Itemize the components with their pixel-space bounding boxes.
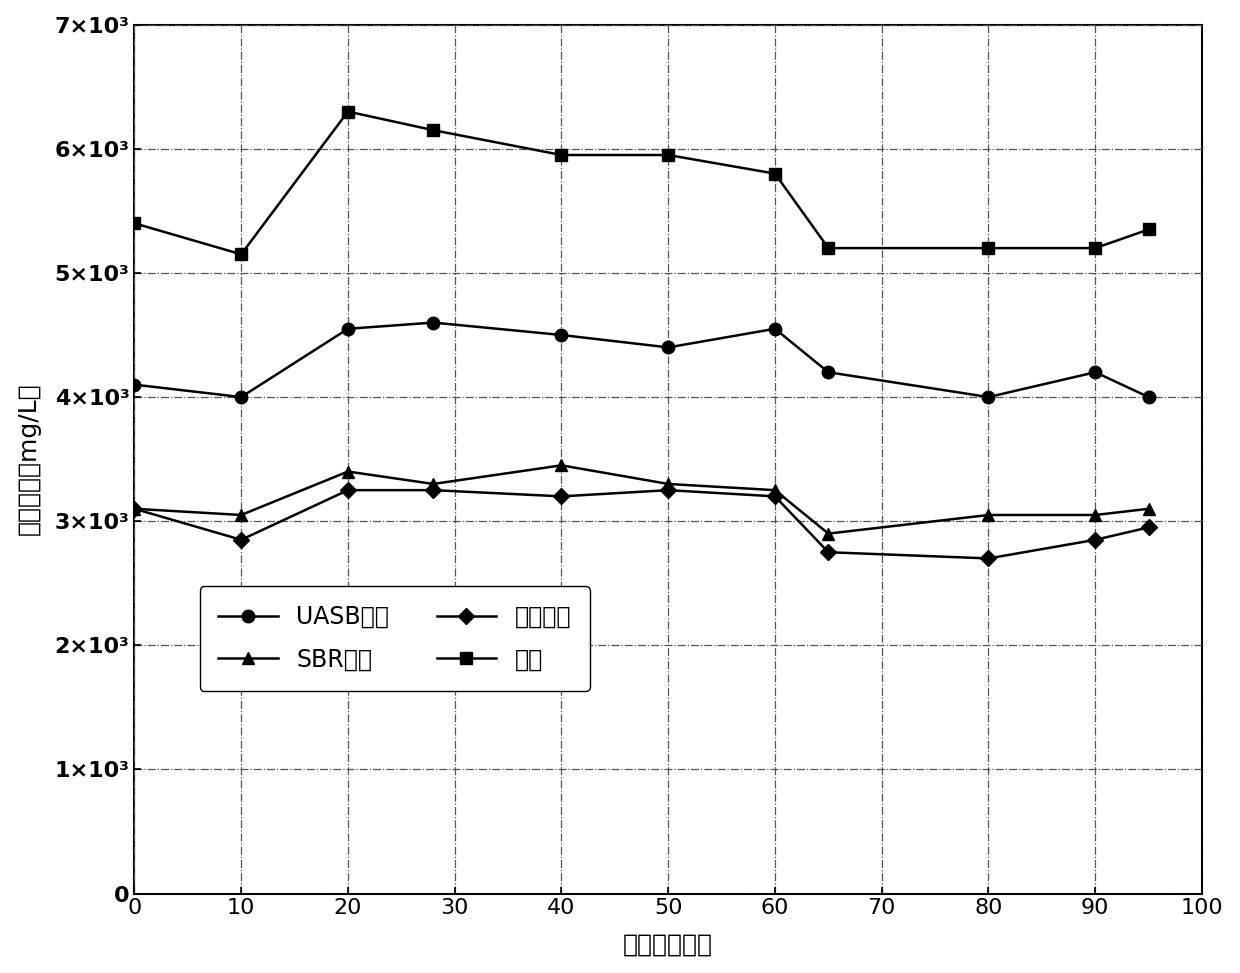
原液 <box>661 149 676 161</box>
系统出水 <box>1141 522 1156 533</box>
UASB出水 <box>554 329 569 341</box>
Line: UASB出水: UASB出水 <box>128 316 1154 404</box>
UASB出水 <box>1141 391 1156 403</box>
UASB出水 <box>1087 367 1102 378</box>
原液 <box>981 242 996 254</box>
SBR出水 <box>821 527 836 539</box>
系统出水 <box>661 485 676 496</box>
Legend: UASB出水, SBR出水, 系统出水, 原液: UASB出水, SBR出水, 系统出水, 原液 <box>200 586 590 691</box>
系统出水 <box>126 503 141 515</box>
原液 <box>126 217 141 229</box>
Y-axis label: 硫酸盐／（mg/L）: 硫酸盐／（mg/L） <box>16 382 41 535</box>
SBR出水 <box>126 503 141 515</box>
SBR出水 <box>233 509 248 521</box>
原液 <box>768 167 782 179</box>
系统出水 <box>821 547 836 559</box>
系统出水 <box>981 553 996 564</box>
UASB出水 <box>126 378 141 390</box>
SBR出水 <box>1141 503 1156 515</box>
Line: 系统出水: 系统出水 <box>129 485 1154 564</box>
系统出水 <box>233 534 248 546</box>
原液 <box>821 242 836 254</box>
UASB出水 <box>233 391 248 403</box>
UASB出水 <box>768 323 782 335</box>
系统出水 <box>554 490 569 502</box>
原液 <box>1141 224 1156 235</box>
系统出水 <box>425 485 440 496</box>
SBR出水 <box>425 478 440 489</box>
UASB出水 <box>661 342 676 353</box>
系统出水 <box>768 490 782 502</box>
SBR出水 <box>768 485 782 496</box>
Line: 原液: 原液 <box>128 105 1154 261</box>
SBR出水 <box>554 459 569 471</box>
原液 <box>425 125 440 136</box>
UASB出水 <box>341 323 356 335</box>
SBR出水 <box>341 466 356 478</box>
UASB出水 <box>425 317 440 329</box>
SBR出水 <box>1087 509 1102 521</box>
Line: SBR出水: SBR出水 <box>128 459 1154 540</box>
X-axis label: 时间／（天）: 时间／（天） <box>624 932 713 956</box>
原液 <box>233 248 248 260</box>
SBR出水 <box>661 478 676 489</box>
系统出水 <box>1087 534 1102 546</box>
原液 <box>1087 242 1102 254</box>
原液 <box>341 106 356 118</box>
UASB出水 <box>981 391 996 403</box>
SBR出水 <box>981 509 996 521</box>
系统出水 <box>341 485 356 496</box>
原液 <box>554 149 569 161</box>
UASB出水 <box>821 367 836 378</box>
